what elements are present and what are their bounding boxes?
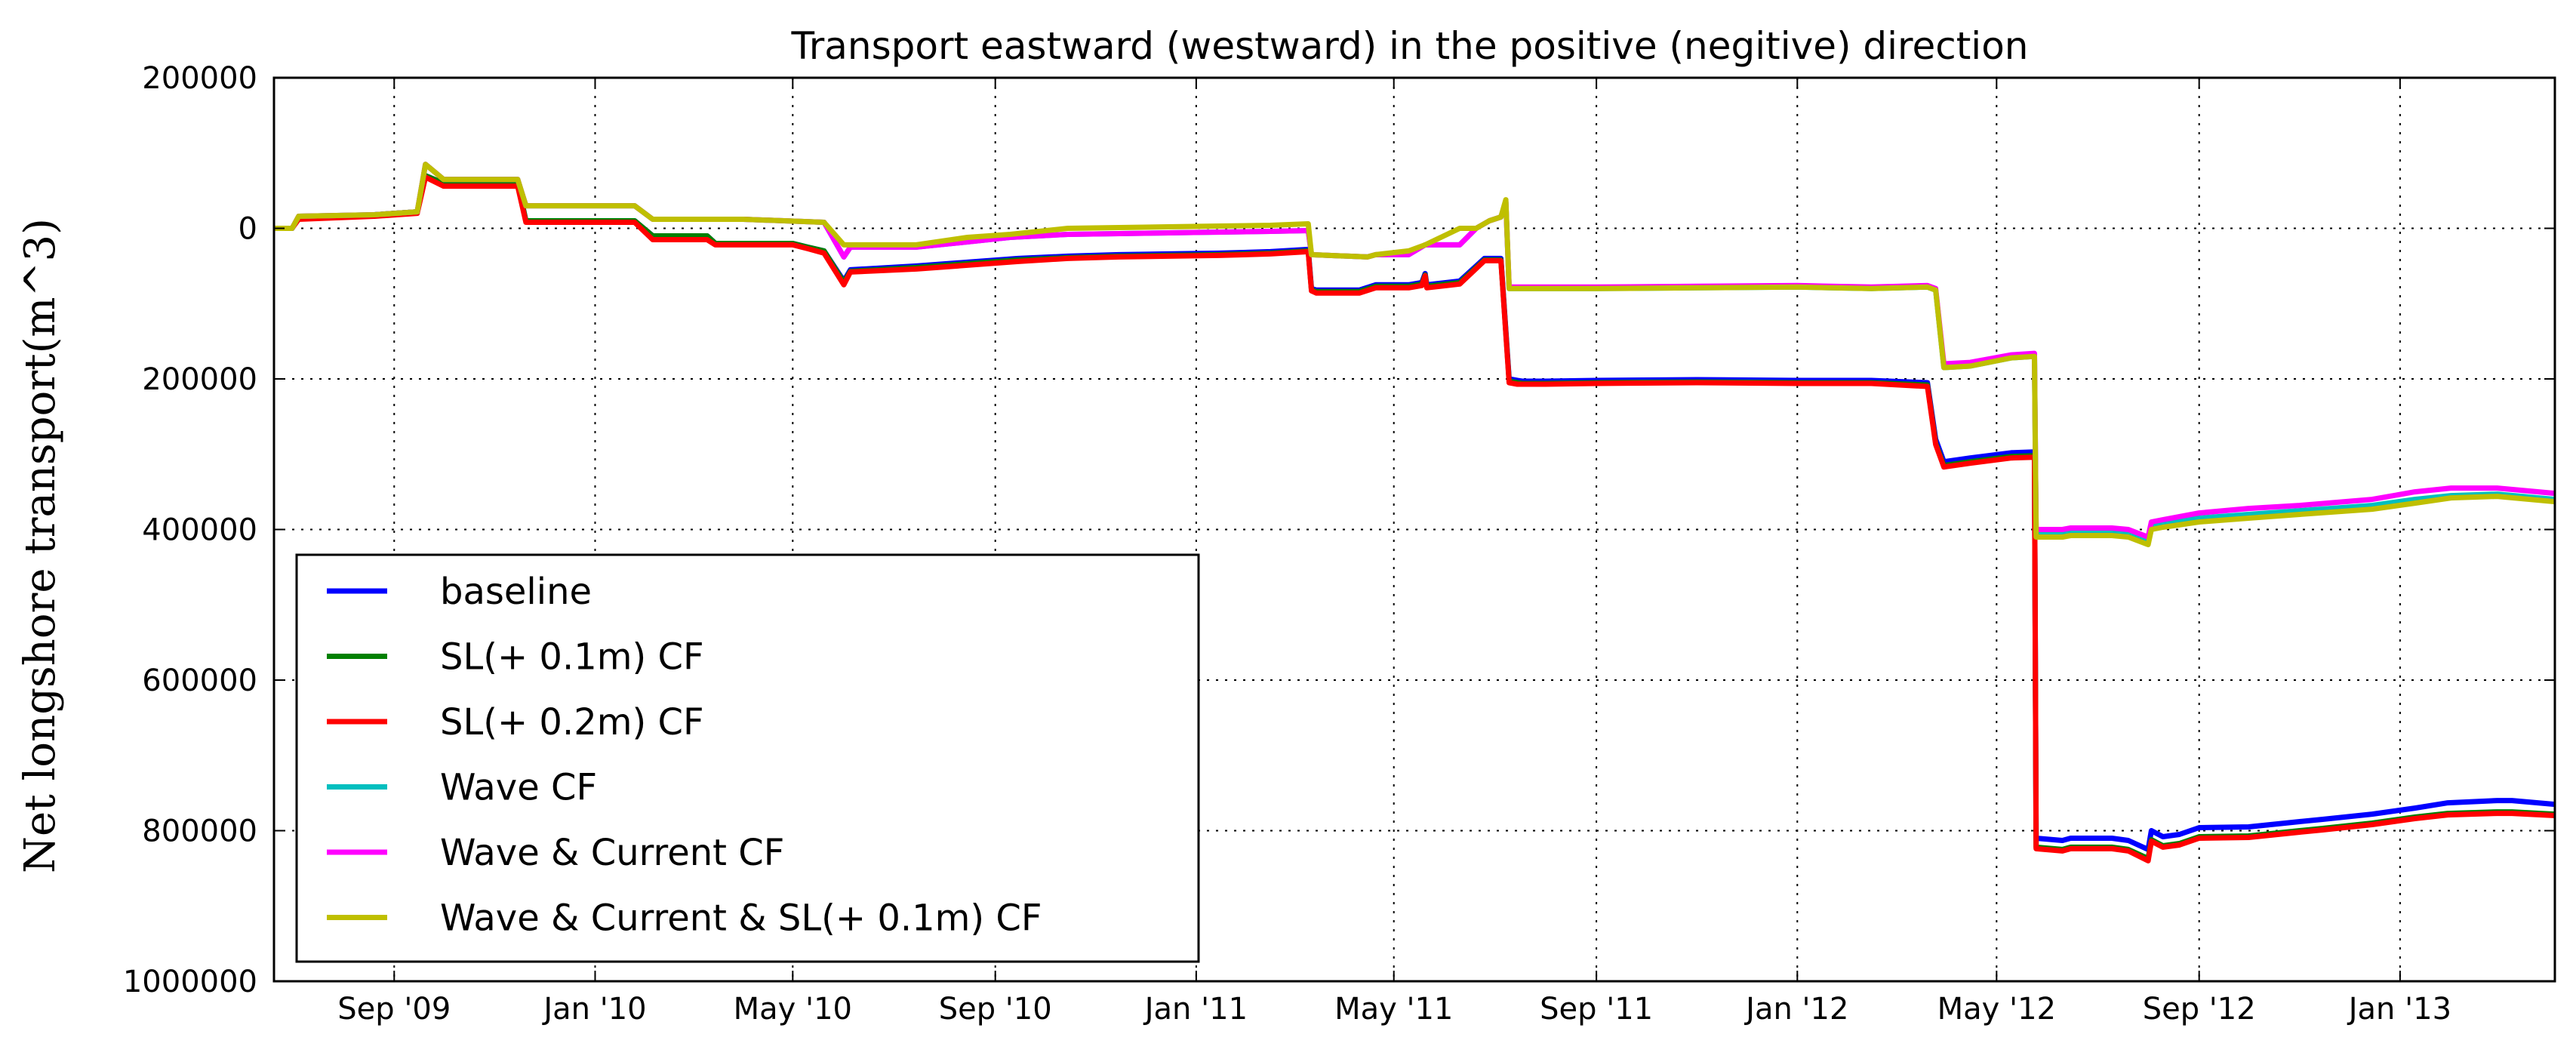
y-axis-label: Net longshore transport(m^3): [16, 218, 65, 873]
axis-ticks: Sep '09 Jan '10 May '10 Sep '10 Jan '11 May '…: [123, 61, 2555, 1027]
legend: baseline SL(+ 0.1m) CF SL(+ 0.2m) CF Wave C…: [295, 553, 1200, 963]
x-tick-label: Sep '12: [2143, 992, 2256, 1027]
series-line: [274, 174, 2556, 864]
x-tick-label: Sep '10: [939, 992, 1052, 1027]
legend-box: [295, 553, 1200, 963]
x-tick-label: May '10: [734, 992, 852, 1027]
chart-title: Transport eastward (westward) in the pos…: [791, 24, 2029, 68]
legend-label: Wave & Current & SL(+ 0.1m) CF: [440, 897, 1042, 940]
y-tick-label: 1000000: [123, 965, 257, 999]
legend-label: SL(+ 0.1m) CF: [440, 636, 704, 679]
y-tick-label: 800000: [142, 814, 257, 849]
x-tick-label: May '12: [1937, 992, 2056, 1027]
y-tick-label: 200000: [142, 61, 257, 96]
x-tick-label: Jan '10: [541, 992, 646, 1027]
x-tick-label: May '11: [1334, 992, 1453, 1027]
series-line: [274, 162, 2556, 547]
x-tick-label: Jan '12: [1743, 992, 1848, 1027]
x-tick-label: Sep '09: [337, 992, 451, 1027]
y-tick-label: 400000: [142, 513, 257, 548]
y-tick-label: 600000: [142, 663, 257, 698]
legend-label: Wave & Current CF: [440, 832, 784, 874]
x-tick-label: Jan '11: [1143, 992, 1248, 1027]
legend-label: Wave CF: [440, 767, 597, 809]
plot-lines: [274, 162, 2556, 864]
y-tick-label: 200000: [142, 362, 257, 397]
legend-label: baseline: [440, 571, 592, 613]
legend-label: SL(+ 0.2m) CF: [440, 701, 704, 743]
y-tick-label: 0: [239, 212, 257, 247]
x-tick-label: Jan '13: [2347, 992, 2451, 1027]
x-tick-label: Sep '11: [1540, 992, 1653, 1027]
